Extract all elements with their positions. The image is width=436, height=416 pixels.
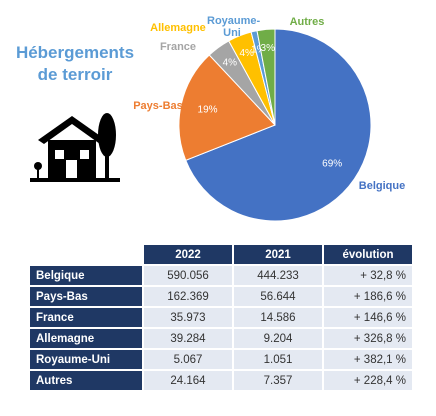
table-row: Allemagne 39.284 9.204 + 326,8 %	[30, 329, 412, 348]
table-cell: 35.973	[144, 308, 232, 327]
category-label: Allemagne	[150, 22, 206, 34]
table-cell: 9.204	[234, 329, 322, 348]
category-label: Belgique	[358, 180, 406, 192]
row-label: Allemagne	[30, 329, 142, 348]
house-icon	[30, 113, 120, 182]
table-cell: 14.586	[234, 308, 322, 327]
pie-slice	[256, 28, 276, 126]
table-cell: 444.233	[234, 266, 322, 285]
table-cell: 56.644	[234, 287, 322, 306]
table-row: Royaume-Uni 5.067 1.051 + 382,1 %	[30, 350, 412, 369]
table-cell: 5.067	[144, 350, 232, 369]
blank-header	[30, 245, 142, 264]
table-cell: 162.369	[144, 287, 232, 306]
table-cell: 7.357	[234, 371, 322, 390]
table-cell: + 326,8 %	[324, 329, 412, 348]
table-cell: + 32,8 %	[324, 266, 412, 285]
row-label: Pays-Bas	[30, 287, 142, 306]
header-row: 2022 2021 évolution	[30, 245, 412, 264]
table-row: Autres 24.164 7.357 + 228,4 %	[30, 371, 412, 390]
row-label: France	[30, 308, 142, 327]
data-table: 2022 2021 évolution Belgique 590.056 444.233…	[28, 243, 414, 392]
column-header: évolution	[324, 245, 412, 264]
category-label: Royaume-Uni	[207, 15, 261, 39]
table-cell: + 146,6 %	[324, 308, 412, 327]
table-cell: 590.056	[144, 266, 232, 285]
row-label: Royaume-Uni	[30, 350, 142, 369]
table-cell: + 186,6 %	[324, 287, 412, 306]
row-label: Belgique	[30, 266, 142, 285]
value-label: 19%	[198, 105, 218, 116]
column-header: 2022	[144, 245, 232, 264]
table-cell: 24.164	[144, 371, 232, 390]
value-label: 1%	[251, 45, 266, 56]
table-cell: + 382,1 %	[324, 350, 412, 369]
column-header: 2021	[234, 245, 322, 264]
category-label: Autres	[289, 16, 325, 28]
table-body: Belgique 590.056 444.233 + 32,8 % Pays-Bas 16…	[30, 266, 412, 390]
table-cell: 1.051	[234, 350, 322, 369]
table-row: Belgique 590.056 444.233 + 32,8 %	[30, 266, 412, 285]
value-label: 3%	[261, 43, 276, 54]
pie-slice	[178, 54, 276, 161]
value-label: 4%	[240, 48, 255, 59]
category-label: Pays-Bas	[133, 100, 183, 112]
row-label: Autres	[30, 371, 142, 390]
table-row: France 35.973 14.586 + 146,6 %	[30, 308, 412, 327]
table-cell: + 228,4 %	[324, 371, 412, 390]
pie-slice	[185, 28, 372, 222]
category-label: France	[159, 41, 197, 53]
value-label: 4%	[223, 58, 238, 69]
table-row: Pays-Bas 162.369 56.644 + 186,6 %	[30, 287, 412, 306]
value-label: 69%	[322, 158, 342, 169]
chart-title: Hébergements de terroir	[15, 43, 135, 84]
table-cell: 39.284	[144, 329, 232, 348]
